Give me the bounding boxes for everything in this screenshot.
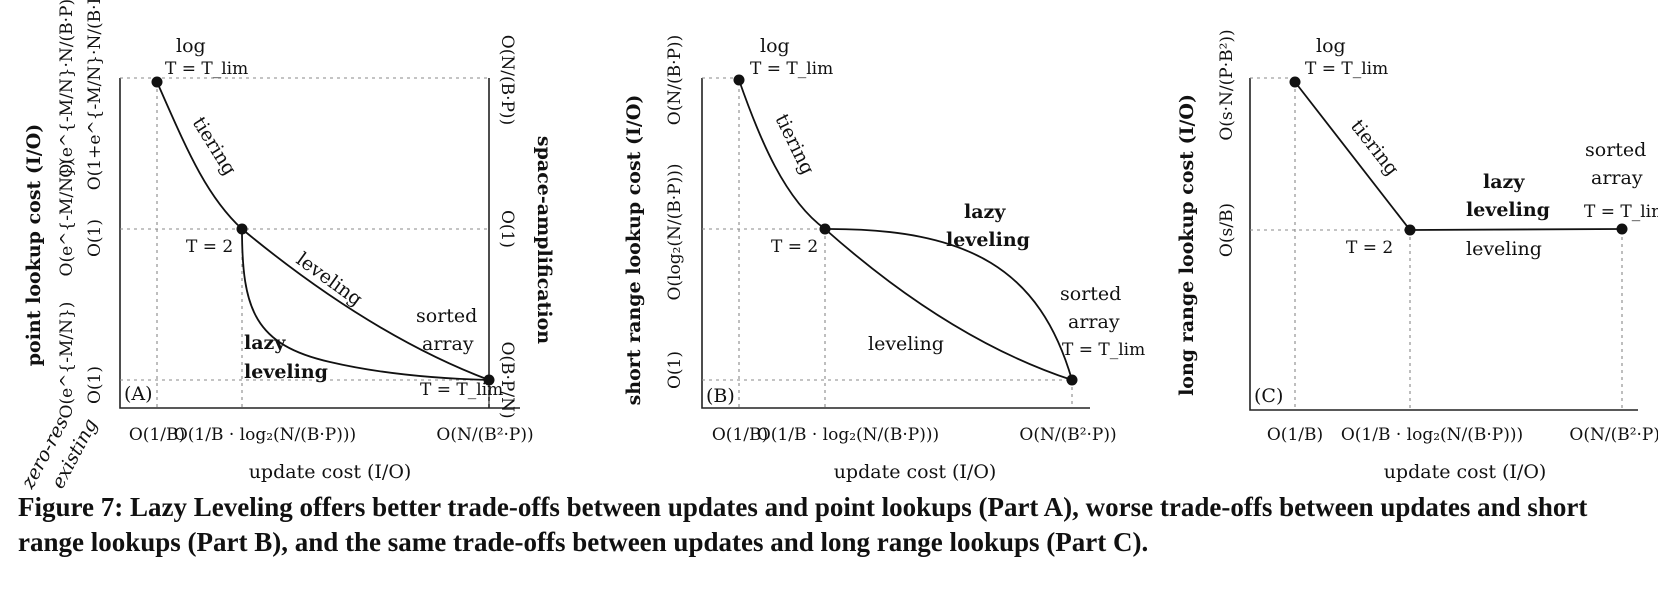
panel-c-log-label: log — [1316, 35, 1346, 57]
panel-c-log-t-label: T = T_lim — [1305, 59, 1388, 79]
panel-a-sorted-label-2: array — [422, 333, 474, 355]
panel-b-x-title: update cost (I/O) — [834, 461, 997, 483]
panel-b-leveling-label: leveling — [868, 333, 944, 355]
panel-c-tlim-label: T = T_lim — [1584, 202, 1658, 222]
panel-b-tiering-curve — [738, 79, 826, 230]
panel-a-t2-point — [236, 223, 248, 235]
panel-a-tlim-label: T = T_lim — [420, 380, 503, 400]
panel-b-lazy-label-2: leveling — [946, 229, 1030, 251]
panel-a-t2-label: T = 2 — [186, 237, 233, 257]
panel-a-lazy-label-1: lazy — [244, 332, 286, 354]
panel-b-log-label: log — [760, 35, 790, 57]
panel-b-leveling-curve — [824, 228, 1073, 381]
panel-a-ytick-mid-a: O(e^{-M/N}) — [57, 160, 77, 277]
panel-a-x-title: update cost (I/O) — [249, 461, 412, 483]
panel-a-xtick-2: O(1/B · log₂(N/(B·P))) — [174, 425, 356, 445]
panel-a-ytick-bot-a: O(e^{-M/N}) — [57, 302, 77, 419]
panel-a-xtick-1: O(1/B) — [129, 425, 185, 445]
panel-c-x-title: update cost (I/O) — [1384, 461, 1547, 483]
panel-c-t2-point — [1404, 224, 1416, 236]
panel-b: log T = T_lim T = 2 T = T_lim tiering le… — [623, 35, 1145, 483]
panel-b-ytick-top: O(N/(B·P)) — [665, 35, 685, 125]
panel-c-lazy-label-1: lazy — [1483, 171, 1525, 193]
panel-b-lazy-leveling-curve — [824, 228, 1073, 381]
panel-b-tag: (B) — [706, 385, 735, 407]
panel-c-log-point — [1289, 76, 1301, 88]
panel-c-xtick-2: O(1/B · log₂(N/(B·P))) — [1341, 425, 1523, 445]
panel-c-t2-label: T = 2 — [1346, 238, 1393, 258]
panel-a: log T = T_lim T = 2 T = T_lim tiering le… — [17, 0, 555, 490]
panel-a-lazy-leveling-curve — [241, 228, 490, 381]
panel-c-tiering-label: tiering — [1346, 116, 1403, 180]
panel-a-rtick-mid: O(1) — [497, 210, 517, 248]
panel-b-sorted-label-1: sorted — [1060, 283, 1121, 305]
panel-c-xtick-3: O(N/(B²·P)) — [1569, 425, 1658, 445]
panel-b-axes — [701, 78, 1090, 409]
panel-a-axes — [119, 78, 520, 409]
panel-c-tiering-curve — [1294, 81, 1411, 231]
panel-a-log-t-label: T = T_lim — [165, 59, 248, 79]
panel-b-guides — [702, 77, 1073, 408]
panel-b-t2-label: T = 2 — [771, 237, 818, 257]
panel-b-ytick-mid: O(log₂(N/(B·P))) — [665, 163, 685, 300]
panel-b-tiering-label: tiering — [771, 111, 819, 179]
panel-c: log T = T_lim T = 2 T = T_lim tiering le… — [1176, 29, 1658, 483]
panel-b-ytick-bot: O(1) — [665, 351, 685, 389]
panel-c-ytick-mid: O(s/B) — [1217, 203, 1237, 257]
panel-b-log-point — [733, 74, 745, 86]
panel-c-axes — [1249, 78, 1638, 411]
panel-a-lazy-label-2: leveling — [244, 361, 328, 383]
panel-a-tiering-curve — [156, 81, 243, 230]
panel-b-t2-point — [819, 223, 831, 235]
panel-c-ytick-top: O(s·N/(P·B²)) — [1217, 29, 1237, 140]
panel-c-lazy-label-2: leveling — [1466, 199, 1550, 221]
panel-b-xtick-2: O(1/B · log₂(N/(B·P))) — [757, 425, 939, 445]
panel-a-tlim-point — [483, 374, 495, 386]
panel-c-y-title: long range lookup cost (I/O) — [1176, 94, 1198, 396]
panel-a-ytick-top-b: O(1+e^{-M/N}·N/(B·P)) — [85, 0, 105, 190]
panel-b-xtick-3: O(N/(B²·P)) — [1019, 425, 1116, 445]
panel-a-ytick-bot-b: O(1) — [85, 366, 105, 404]
panel-a-rtick-bot: O(B·P/N) — [497, 341, 517, 418]
panel-c-tag: (C) — [1254, 385, 1283, 407]
panel-b-lazy-label-1: lazy — [964, 201, 1006, 223]
panel-a-tag: (A) — [124, 383, 153, 405]
panel-c-xtick-1: O(1/B) — [1267, 425, 1323, 445]
panel-c-guides — [1250, 77, 1623, 410]
panel-a-leveling-label: leveling — [292, 248, 366, 310]
panel-c-leveling-label: leveling — [1466, 238, 1542, 260]
panel-a-sorted-label-1: sorted — [416, 305, 477, 327]
panel-a-leveling-curve — [241, 228, 490, 381]
panel-c-sorted-label-2: array — [1591, 167, 1643, 189]
panel-c-leveling-curve — [1409, 228, 1623, 231]
panel-a-ytick-top-a: O(e^{-M/N}·N/(B·P)) — [57, 0, 77, 178]
panel-a-log-label: log — [176, 35, 206, 57]
figure-7-panels: log T = T_lim T = 2 T = T_lim tiering le… — [17, 0, 1658, 490]
panel-b-tlim-label: T = T_lim — [1062, 340, 1145, 360]
panel-a-right-title: space-amplification — [533, 136, 555, 344]
panel-b-xtick-1: O(1/B) — [712, 425, 768, 445]
panel-b-y-title: short range lookup cost (I/O) — [623, 95, 645, 406]
panel-a-rtick-top: O(N/(B·P)) — [497, 35, 517, 125]
panel-b-sorted-label-2: array — [1068, 311, 1120, 333]
panel-a-guides — [120, 77, 490, 408]
panel-a-y-title: point lookup cost (I/O) — [23, 124, 45, 367]
figure-caption: Figure 7: Lazy Leveling offers better tr… — [18, 492, 1588, 557]
panel-b-log-t-label: T = T_lim — [750, 59, 833, 79]
panel-a-xtick-3: O(N/(B²·P)) — [436, 425, 533, 445]
panel-c-tlim-point — [1616, 223, 1628, 235]
panel-b-tlim-point — [1066, 374, 1078, 386]
panel-c-sorted-label-1: sorted — [1585, 139, 1646, 161]
panel-a-tiering-label: tiering — [188, 113, 241, 179]
panel-a-ytick-mid-b: O(1) — [85, 219, 105, 257]
panel-a-log-point — [151, 76, 163, 88]
